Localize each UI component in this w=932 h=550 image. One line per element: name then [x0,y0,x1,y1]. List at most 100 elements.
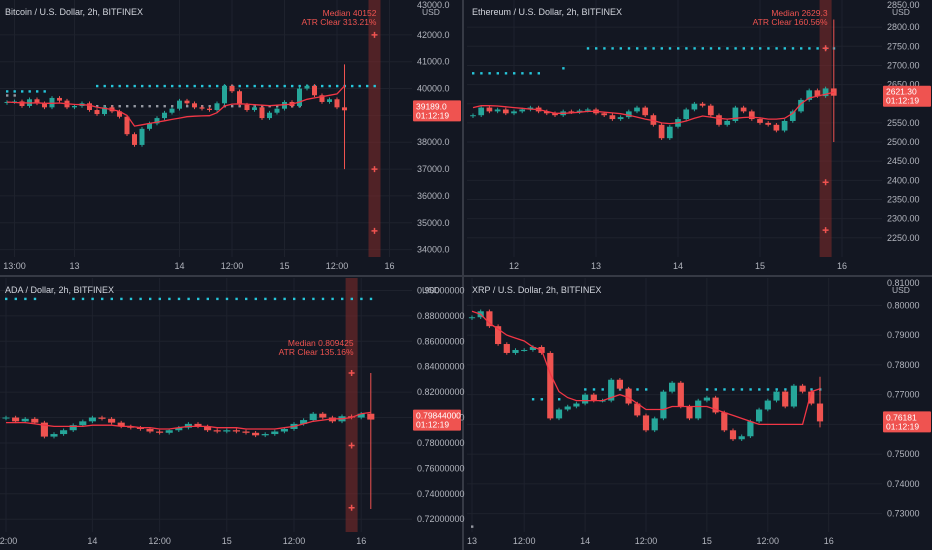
candle-body [564,406,571,410]
level-dot [586,47,590,50]
level-dot [103,84,106,88]
countdown-label: 01:12:19 [416,110,449,120]
level-dot [529,72,532,75]
candle-body [470,115,476,117]
candle-body [49,97,55,108]
level-dot [156,104,159,108]
level-dot [742,47,745,50]
level-dot [321,297,325,301]
candle-body [609,115,616,120]
level-dot [72,297,75,301]
level-dot [197,297,200,301]
x-tick-label: 14 [580,536,590,546]
level-dot [627,47,631,50]
chart-title: Bitcoin / U.S. Dollar, 2h, BITFINEX [5,7,143,17]
candle-body [521,349,528,351]
candle-body [69,425,77,431]
x-tick-label: 12:00 [283,536,306,546]
level-dot [118,104,121,108]
x-tick-label: 12:00 [0,536,17,546]
candle-body [214,103,220,111]
candle-body [703,397,710,401]
y-tick-label: 40000.0 [417,84,450,94]
level-dot [540,398,543,401]
candle-body [165,430,173,433]
level-dot [24,297,27,301]
y-tick-label: 34000.0 [417,245,450,255]
candle-body [40,422,48,437]
level-dot [636,47,639,50]
level-dot [734,47,737,50]
level-dot [767,47,770,50]
level-dot [685,47,688,50]
candle-body [312,85,317,96]
y-tick-label: 0.74000 [887,479,920,489]
level-dot [693,47,696,50]
candle-body [154,118,160,124]
candle-body [478,107,485,116]
candle-body [222,85,227,104]
y-tick-label: 2500.00 [887,137,920,147]
x-tick-label: 12:00 [635,536,658,546]
y-tick-label: 0.78000000 [417,438,465,448]
level-dot [141,84,144,88]
candle-body [146,428,154,432]
candle-body [494,109,501,112]
y-tick-label: 0.78000 [887,360,920,370]
candle-body [98,417,106,419]
candle-body [699,103,706,106]
level-dot [360,297,363,301]
level-dot [171,104,174,108]
candle-body [57,97,62,101]
y-tick-label: 2400.00 [887,175,920,185]
x-tick-label: 12:00 [757,536,780,546]
unit-label: USD [892,285,910,295]
candle-body [756,409,763,422]
candle-body [806,90,813,100]
level-dot [749,388,752,391]
level-dot [208,84,211,88]
atr-label: ATR Clear 135.16% [279,347,354,357]
candle-body [660,391,667,419]
candle-body [601,113,608,116]
chart-title: ADA / Dollar, 2h, BITFINEX [5,285,114,295]
level-dot [537,72,540,75]
current-price-label: 0.79844000 [416,411,461,421]
level-dot [101,297,104,301]
level-dot [168,297,171,301]
level-dot [758,388,761,391]
level-dot [558,398,561,401]
level-dot [718,47,721,50]
level-dot [759,47,762,50]
candle-body [327,99,332,102]
candle-body [511,111,517,114]
candle-body [683,109,690,120]
y-top-label: 43000.0 [417,0,450,10]
x-tick-label: 16 [837,261,847,271]
candle-body [127,426,135,428]
x-tick-label: 13 [591,261,601,271]
y-tick-label: 38000.0 [417,137,450,147]
candle-body [207,108,212,111]
current-price-box [883,85,931,107]
y-tick-label: 2550.00 [887,118,920,128]
candle-body [60,430,68,435]
level-dot [148,84,151,88]
level-dot [312,297,315,301]
candle-body [367,413,375,420]
unit-label: USD [892,7,910,17]
candle-body [634,107,640,112]
level-dot [601,388,604,391]
candle-body [789,111,796,121]
x-tick-label: 13 [467,536,477,546]
level-dot [562,67,565,70]
current-price-label: 2621.30 [886,87,917,97]
candle-body [300,420,308,424]
level-dot [350,297,353,301]
level-dot [206,297,209,301]
x-tick-label: 16 [356,536,366,546]
candle-body [808,391,815,404]
candle-body [502,109,509,114]
plot-area [0,278,412,532]
